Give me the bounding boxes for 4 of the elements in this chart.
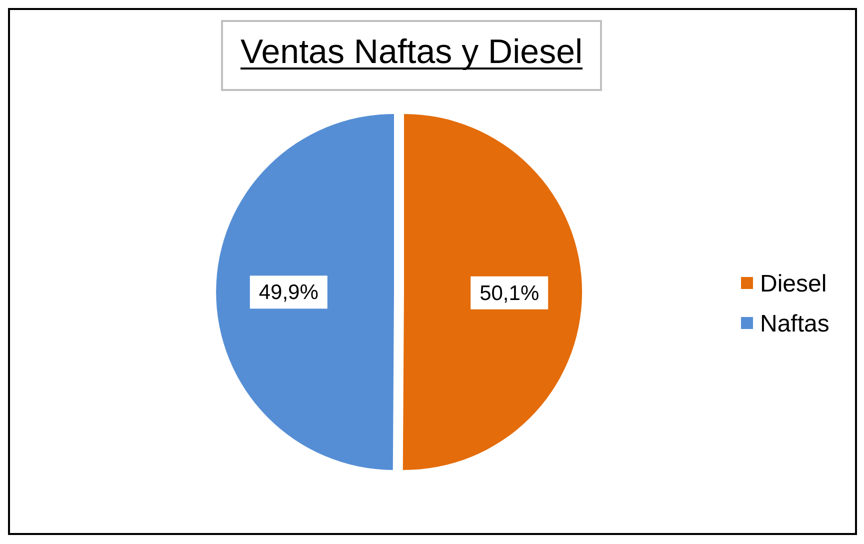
- data-label: 49,9%: [258, 281, 318, 304]
- legend-label: Diesel: [760, 270, 827, 298]
- data-label: 50,1%: [480, 282, 540, 305]
- legend-label: Naftas: [760, 310, 830, 338]
